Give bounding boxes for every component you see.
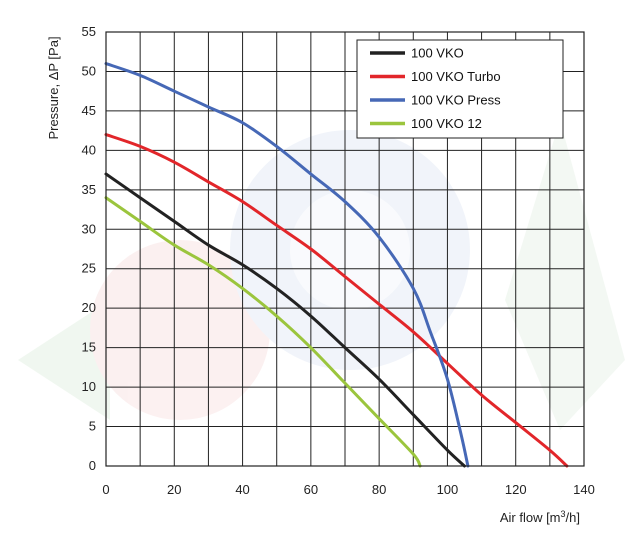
y-tick-label: 20 [82,300,96,315]
y-tick-label: 15 [82,340,96,355]
series-lines [104,62,569,468]
series-line-100-vko-12 [104,196,422,468]
legend-label-100-vko-12: 100 VKO 12 [411,116,482,131]
legend-box [356,39,564,139]
y-tick-label: 40 [82,142,96,157]
y-tick-label: 0 [89,458,96,473]
x-tick-label: 120 [505,482,527,497]
x-tick-label: 0 [102,482,109,497]
legend-items: 100 VKO 100 VKO Turbo 100 VKO Press 100 VKO… [370,46,501,131]
x-tick-label: 40 [235,482,249,497]
x-tick-label: 140 [573,482,595,497]
legend: 100 VKO 100 VKO Turbo 100 VKO Press 100 VKO… [356,39,564,139]
legend-label-100-vko-turbo: 100 VKO Turbo [411,69,501,84]
y-tick-label: 55 [82,24,96,39]
y-tick-label: 25 [82,261,96,276]
y-tick-label: 45 [82,103,96,118]
y-axis-label: Pressure, ΔP [Pa] [46,36,61,139]
x-axis-ticks: 0 20 40 60 80 100 120 140 [102,482,594,497]
y-tick-label: 50 [82,63,96,78]
x-tick-label: 80 [372,482,386,497]
y-tick-label: 5 [89,419,96,434]
x-axis-label: Air flow [m3/h] [500,509,580,525]
y-axis-ticks: 0 5 10 15 20 25 30 35 40 45 50 55 [82,24,96,473]
x-tick-label: 60 [304,482,318,497]
y-tick-label: 30 [82,221,96,236]
watermark-circle-inner [290,190,410,310]
watermark-circle-red [90,240,270,420]
legend-label-100-vko: 100 VKO [411,46,464,61]
x-tick-label: 100 [437,482,459,497]
series-line-100-vko-turbo [104,133,569,468]
watermark [18,120,625,430]
plot-frame [105,31,585,467]
series-line-100-vko [104,172,466,468]
x-tick-label: 20 [167,482,181,497]
legend-label-100-vko-press: 100 VKO Press [411,93,501,108]
series-line-100-vko-press [104,62,470,468]
watermark-shape-right [505,120,625,430]
y-tick-label: 35 [82,182,96,197]
y-tick-label: 10 [82,379,96,394]
watermark-shape-left [18,300,110,420]
